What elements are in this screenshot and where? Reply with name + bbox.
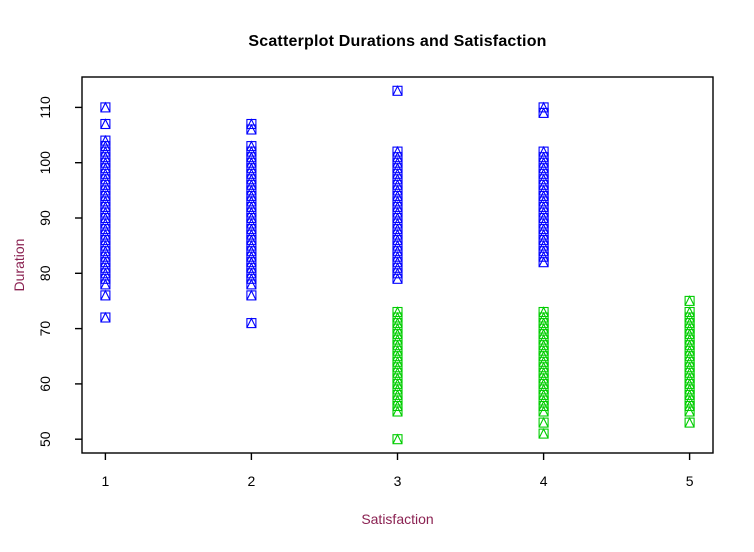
data-point	[684, 416, 695, 428]
data-point	[684, 405, 695, 417]
y-tick-label: 70	[37, 321, 53, 337]
data-point	[246, 278, 257, 290]
data-point	[100, 311, 111, 323]
y-tick-label: 100	[37, 151, 53, 175]
data-point	[392, 85, 403, 96]
x-tick-label: 5	[686, 473, 694, 489]
y-tick-label: 60	[37, 376, 53, 392]
data-point	[100, 278, 111, 290]
data-point	[538, 107, 549, 118]
data-point	[538, 256, 549, 268]
x-tick-label: 4	[540, 473, 548, 489]
x-tick-label: 2	[248, 473, 256, 489]
data-point	[100, 101, 111, 113]
x-tick-label: 3	[394, 473, 402, 489]
data-point	[246, 123, 257, 135]
data-point	[538, 416, 549, 428]
x-axis-label: Satisfaction	[361, 511, 434, 527]
y-tick-label: 50	[37, 431, 53, 447]
x-tick-label: 1	[102, 473, 110, 489]
y-tick-label: 80	[37, 265, 53, 281]
data-point	[684, 295, 695, 306]
y-tick-label: 90	[37, 210, 53, 226]
data-point	[392, 405, 403, 417]
data-point	[100, 118, 111, 130]
data-point	[246, 317, 257, 329]
y-tick-label: 110	[37, 96, 53, 119]
data-point	[100, 289, 111, 301]
data-point	[538, 405, 549, 417]
data-point	[392, 433, 403, 445]
data-point	[538, 427, 549, 439]
chart-title: Scatterplot Durations and Satisfaction	[248, 33, 547, 50]
data-point	[246, 289, 257, 301]
data-point	[392, 273, 403, 284]
